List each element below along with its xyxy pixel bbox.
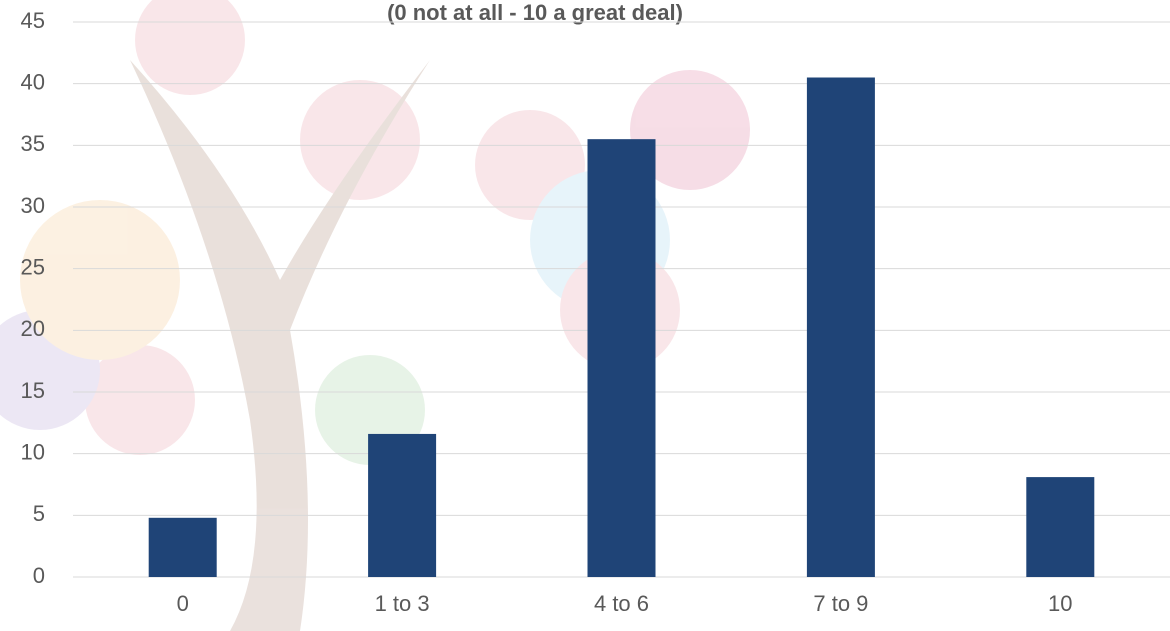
- y-tick-label: 30: [21, 193, 45, 218]
- y-tick-label: 10: [21, 439, 45, 464]
- bar: [368, 434, 436, 577]
- bar: [149, 518, 217, 577]
- y-tick-label: 35: [21, 131, 45, 156]
- bar: [1026, 477, 1094, 577]
- y-tick-label: 5: [33, 501, 45, 526]
- y-tick-label: 15: [21, 378, 45, 403]
- y-tick-label: 45: [21, 8, 45, 33]
- y-tick-label: 40: [21, 69, 45, 94]
- bar: [588, 139, 656, 577]
- chart: (0 not at all - 10 a great deal) 0 5 10 15 2…: [0, 0, 1170, 631]
- x-tick-label: 0: [177, 591, 189, 616]
- y-tick-label: 20: [21, 316, 45, 341]
- bar: [807, 78, 875, 578]
- x-tick-label: 7 to 9: [813, 591, 868, 616]
- x-tick-label: 4 to 6: [594, 591, 649, 616]
- y-tick-label: 0: [33, 563, 45, 588]
- x-tick-label: 10: [1048, 591, 1072, 616]
- x-tick-label: 1 to 3: [375, 591, 430, 616]
- y-tick-label: 25: [21, 254, 45, 279]
- chart-title: (0 not at all - 10 a great deal): [387, 0, 683, 25]
